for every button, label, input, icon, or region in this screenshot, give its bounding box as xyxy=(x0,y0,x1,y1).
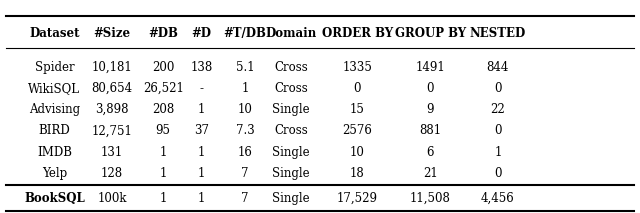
Text: 0: 0 xyxy=(426,82,434,95)
Text: 5.1: 5.1 xyxy=(236,60,255,74)
Text: #Size: #Size xyxy=(93,26,131,40)
Text: 18: 18 xyxy=(349,167,365,180)
Text: Dataset: Dataset xyxy=(29,26,79,40)
Text: 1335: 1335 xyxy=(342,60,372,74)
Text: 22: 22 xyxy=(490,103,506,116)
Text: ORDER BY: ORDER BY xyxy=(321,26,393,40)
Text: Single: Single xyxy=(273,146,310,159)
Text: 26,521: 26,521 xyxy=(143,82,184,95)
Text: 0: 0 xyxy=(494,82,502,95)
Text: Advising: Advising xyxy=(29,103,80,116)
Text: Single: Single xyxy=(273,167,310,180)
Text: #DB: #DB xyxy=(148,26,178,40)
Text: 208: 208 xyxy=(152,103,174,116)
Text: 100k: 100k xyxy=(97,192,127,205)
Text: Cross: Cross xyxy=(275,82,308,95)
Text: 1: 1 xyxy=(494,146,502,159)
Text: NESTED: NESTED xyxy=(470,26,526,40)
Text: GROUP BY: GROUP BY xyxy=(394,26,466,40)
Text: 0: 0 xyxy=(353,82,361,95)
Text: 3,898: 3,898 xyxy=(95,103,129,116)
Text: 1: 1 xyxy=(198,192,205,205)
Text: 80,654: 80,654 xyxy=(92,82,132,95)
Text: 881: 881 xyxy=(419,124,441,138)
Text: 37: 37 xyxy=(194,124,209,138)
Text: 2576: 2576 xyxy=(342,124,372,138)
Text: 844: 844 xyxy=(487,60,509,74)
Text: Single: Single xyxy=(273,103,310,116)
Text: 131: 131 xyxy=(101,146,123,159)
Text: 1: 1 xyxy=(198,167,205,180)
Text: Domain: Domain xyxy=(266,26,317,40)
Text: 128: 128 xyxy=(101,167,123,180)
Text: 4,456: 4,456 xyxy=(481,192,515,205)
Text: #D: #D xyxy=(191,26,212,40)
Text: 1: 1 xyxy=(159,167,167,180)
Text: 10,181: 10,181 xyxy=(92,60,132,74)
Text: BIRD: BIRD xyxy=(38,124,70,138)
Text: 16: 16 xyxy=(237,146,253,159)
Text: 7: 7 xyxy=(241,192,249,205)
Text: 200: 200 xyxy=(152,60,174,74)
Text: 1491: 1491 xyxy=(415,60,445,74)
Text: 11,508: 11,508 xyxy=(410,192,451,205)
Text: 1: 1 xyxy=(198,103,205,116)
Text: 1: 1 xyxy=(159,192,167,205)
Text: #T/DB: #T/DB xyxy=(224,26,266,40)
Text: 1: 1 xyxy=(198,146,205,159)
Text: 9: 9 xyxy=(426,103,434,116)
Text: 12,751: 12,751 xyxy=(92,124,132,138)
Text: Single: Single xyxy=(273,192,310,205)
Text: 7.3: 7.3 xyxy=(236,124,255,138)
Text: 17,529: 17,529 xyxy=(337,192,378,205)
Text: 6: 6 xyxy=(426,146,434,159)
Text: Spider: Spider xyxy=(35,60,74,74)
Text: Yelp: Yelp xyxy=(42,167,67,180)
Text: 21: 21 xyxy=(422,167,438,180)
Text: 15: 15 xyxy=(349,103,365,116)
Text: Cross: Cross xyxy=(275,124,308,138)
Text: IMDB: IMDB xyxy=(37,146,72,159)
Text: 7: 7 xyxy=(241,167,249,180)
Text: Cross: Cross xyxy=(275,60,308,74)
Text: 1: 1 xyxy=(159,146,167,159)
Text: 0: 0 xyxy=(494,124,502,138)
Text: WikiSQL: WikiSQL xyxy=(28,82,81,95)
Text: 10: 10 xyxy=(349,146,365,159)
Text: 10: 10 xyxy=(237,103,253,116)
Text: BookSQL: BookSQL xyxy=(24,192,84,205)
Text: 138: 138 xyxy=(191,60,212,74)
Text: 1: 1 xyxy=(241,82,249,95)
Text: 0: 0 xyxy=(494,167,502,180)
Text: -: - xyxy=(200,82,204,95)
Text: 95: 95 xyxy=(156,124,171,138)
